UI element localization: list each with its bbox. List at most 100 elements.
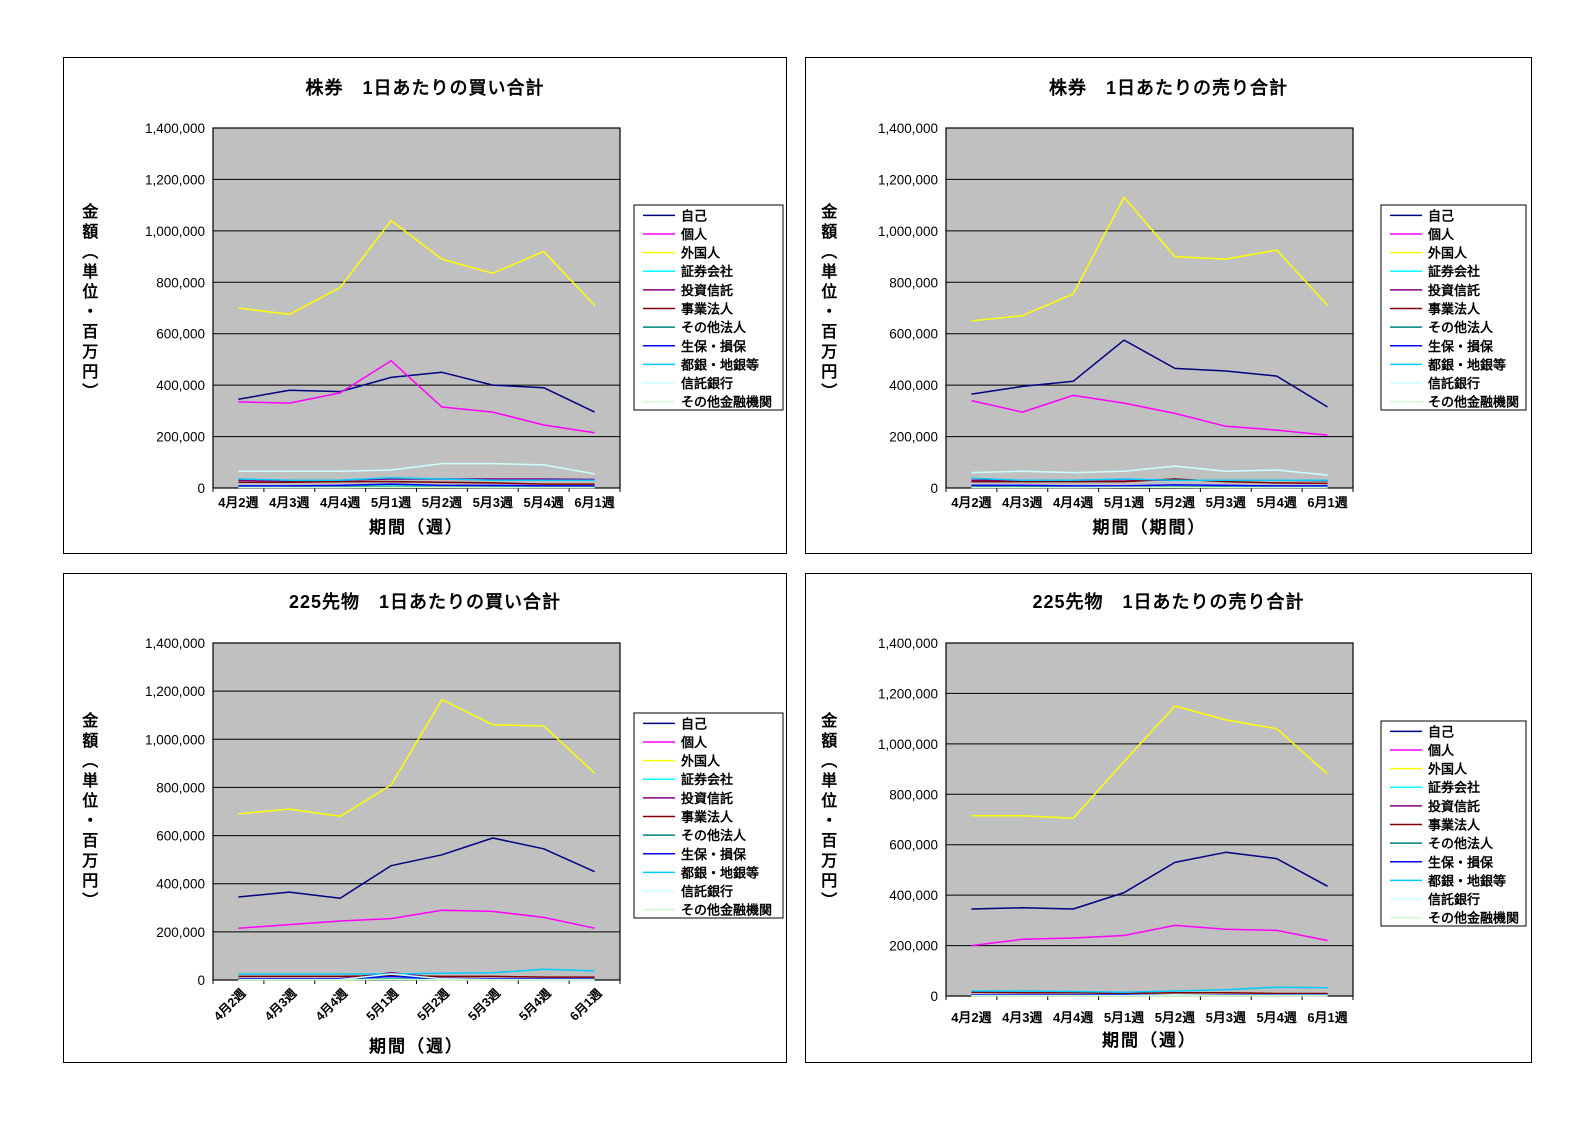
y-tick-label: 0	[930, 989, 938, 1004]
y-tick-label: 1,400,000	[878, 121, 938, 136]
legend-label-toshi-shintaku: 投資信託	[681, 791, 733, 806]
plot-area	[945, 642, 1354, 997]
series-line-gaikokujin	[971, 705, 1329, 819]
series-line-gaikokujin	[238, 219, 596, 316]
x-tick-label: 5月4週	[516, 985, 554, 1023]
legend-label-sonota-kinyu-kikan: その他金融機関	[681, 903, 772, 918]
legend-label-seiho-sonpo: 生保・損保	[1428, 339, 1494, 354]
series-line-togin-chigin	[238, 476, 595, 482]
legend-label-kojin: 個人	[680, 735, 708, 750]
legend-box	[633, 712, 784, 919]
y-tick-label: 600,000	[156, 327, 205, 342]
legend-label-shintaku-ginko: 信託銀行	[681, 376, 733, 391]
legend-label-kojin: 個人	[1427, 743, 1455, 758]
chart-title: 225先物 1日あたりの買い合計	[288, 592, 562, 612]
y-tick-label: 1,200,000	[878, 172, 938, 187]
x-tick-label: 5月4週	[1256, 1010, 1296, 1025]
x-axis-title: 期間（週）	[369, 518, 464, 537]
plot-area	[212, 642, 621, 981]
series-line-togin-chigin	[971, 477, 1328, 482]
y-tick-label: 400,000	[156, 877, 205, 892]
x-tick-label: 4月3週	[1002, 495, 1042, 510]
x-axis-title: 期間（週）	[369, 1037, 464, 1056]
x-tick-label: 5月2週	[1155, 495, 1195, 510]
legend-label-jiko: 自己	[1428, 724, 1454, 739]
x-tick-label: 4月2週	[210, 985, 248, 1023]
legend-label-sonota-hojin: その他法人	[1428, 836, 1494, 851]
y-tick-label: 400,000	[156, 378, 205, 393]
series-line-jiko	[238, 371, 595, 413]
series-line-seiho-sonpo	[238, 483, 595, 487]
series-line-togin-chigin	[238, 968, 595, 975]
chart-title: 225先物 1日あたりの売り合計	[1032, 592, 1305, 612]
x-tick-label: 5月2週	[422, 495, 462, 510]
legend-label-shintaku-ginko: 信託銀行	[681, 884, 733, 899]
legend-label-gaikokujin: 外国人	[1427, 246, 1468, 261]
legend-label-shoken-gaisha: 証券会社	[681, 264, 733, 279]
y-tick-label: 1,200,000	[145, 684, 205, 699]
chart-panel-futures-buy: 225先物 1日あたりの買い合計 金額（単位・百万円） 期間（週） 0 200,0…	[63, 573, 787, 1063]
x-axis-title: 期間（週）	[1102, 1031, 1197, 1050]
x-tick-label: 5月3週	[1206, 495, 1246, 510]
y-tick-label: 1,000,000	[878, 224, 938, 239]
x-tick-label: 6月1週	[1307, 495, 1347, 510]
x-tick-label: 4月3週	[1002, 1010, 1042, 1025]
x-tick-label: 5月3週	[1206, 1010, 1246, 1025]
series-line-kojin	[238, 909, 595, 929]
y-tick-label: 800,000	[889, 275, 938, 290]
x-tick-label: 6月1週	[1307, 1010, 1347, 1025]
legend-label-jigyo-hojin: 事業法人	[1428, 818, 1481, 833]
series-line-kojin	[971, 924, 1328, 947]
chart-title: 株券 1日あたりの売り合計	[1048, 78, 1288, 98]
y-tick-label: 800,000	[156, 275, 205, 290]
plot-area	[945, 127, 1354, 489]
series-line-jigyo-hojin	[238, 480, 595, 485]
y-tick-label: 0	[197, 973, 205, 988]
series-line-togin-chigin	[971, 986, 1328, 993]
series-line-seiho-sonpo	[971, 484, 1328, 487]
x-tick-label: 4月2週	[951, 1010, 991, 1025]
x-tick-label: 5月3週	[473, 495, 513, 510]
x-tick-label: 4月4週	[1053, 1010, 1093, 1025]
y-tick-label: 800,000	[156, 780, 205, 795]
series-line-kojin	[238, 359, 595, 434]
series-line-shintaku-ginko	[971, 465, 1328, 476]
series-line-jiko	[238, 837, 595, 899]
y-axis-title: 金額（単位・百万円）	[818, 712, 836, 912]
y-tick-label: 1,400,000	[145, 121, 205, 136]
series-line-kojin	[971, 394, 1328, 437]
legend-label-jigyo-hojin: 事業法人	[1428, 302, 1481, 317]
legend-box	[1380, 204, 1527, 411]
legend-label-shintaku-ginko: 信託銀行	[1428, 376, 1480, 391]
y-tick-label: 0	[197, 481, 205, 496]
legend-label-jiko: 自己	[1428, 208, 1454, 223]
legend-label-sonota-hojin: その他法人	[1428, 320, 1494, 335]
legend-label-sonota-kinyu-kikan: その他金融機関	[1428, 911, 1519, 926]
y-tick-label: 800,000	[889, 787, 938, 802]
legend-label-jiko: 自己	[681, 716, 707, 731]
legend-label-shoken-gaisha: 証券会社	[1428, 264, 1480, 279]
legend-box	[633, 204, 784, 411]
y-tick-label: 200,000	[889, 430, 938, 445]
x-tick-label: 5月3週	[465, 985, 503, 1023]
y-tick-label: 200,000	[156, 925, 205, 940]
legend-label-seiho-sonpo: 生保・損保	[681, 339, 747, 354]
x-tick-label: 5月2週	[414, 985, 452, 1023]
legend-label-gaikokujin: 外国人	[1427, 762, 1468, 777]
legend-label-sonota-hojin: その他法人	[681, 828, 747, 843]
x-tick-label: 5月1週	[363, 985, 401, 1023]
legend-label-sonota-hojin: その他法人	[681, 320, 747, 335]
series-line-jiko	[971, 851, 1328, 910]
y-tick-label: 200,000	[156, 430, 205, 445]
legend-label-toshi-shintaku: 投資信託	[1428, 799, 1480, 814]
y-tick-label: 200,000	[889, 939, 938, 954]
x-tick-label: 4月3週	[269, 495, 309, 510]
legend-label-sonota-kinyu-kikan: その他金融機関	[1428, 395, 1519, 410]
y-tick-label: 1,200,000	[145, 172, 205, 187]
x-tick-label: 6月1週	[574, 495, 614, 510]
chart-panel-stock-buy: 株券 1日あたりの買い合計 金額（単位・百万円） 期間（週） 0 200,000 4…	[63, 57, 787, 554]
x-tick-label: 5月4週	[1256, 495, 1296, 510]
legend-label-seiho-sonpo: 生保・損保	[1428, 855, 1494, 870]
legend-label-shintaku-ginko: 信託銀行	[1428, 892, 1480, 907]
